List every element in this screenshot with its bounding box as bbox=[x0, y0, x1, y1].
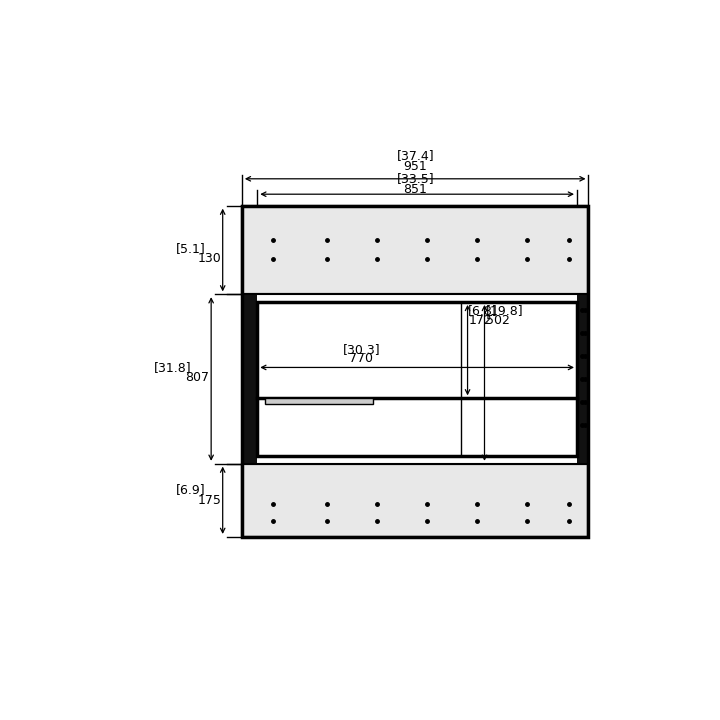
Text: [37.4]: [37.4] bbox=[397, 149, 434, 162]
Text: [19.8]: [19.8] bbox=[486, 305, 523, 318]
Text: 807: 807 bbox=[186, 371, 210, 384]
Bar bbox=[242, 206, 588, 294]
Text: [6.8]: [6.8] bbox=[468, 305, 498, 318]
Text: 172: 172 bbox=[468, 314, 492, 327]
Bar bbox=[242, 294, 257, 464]
Bar bbox=[242, 206, 588, 537]
Bar bbox=[257, 302, 577, 456]
Bar bbox=[242, 464, 588, 537]
Text: [31.8]: [31.8] bbox=[154, 361, 192, 374]
Bar bbox=[242, 206, 588, 294]
Text: 502: 502 bbox=[486, 314, 510, 327]
Text: 130: 130 bbox=[197, 251, 221, 265]
Bar bbox=[242, 464, 588, 537]
Text: [6.9]: [6.9] bbox=[176, 483, 206, 496]
Text: 175: 175 bbox=[197, 494, 221, 507]
Text: 770: 770 bbox=[349, 352, 373, 365]
Bar bbox=[577, 294, 588, 464]
Text: [33.5]: [33.5] bbox=[397, 172, 434, 185]
Text: [5.1]: [5.1] bbox=[176, 242, 206, 255]
Text: 951: 951 bbox=[403, 160, 427, 173]
Bar bbox=[265, 398, 373, 404]
Bar bbox=[257, 294, 577, 464]
Text: 851: 851 bbox=[403, 183, 427, 196]
Text: [30.3]: [30.3] bbox=[343, 343, 380, 356]
